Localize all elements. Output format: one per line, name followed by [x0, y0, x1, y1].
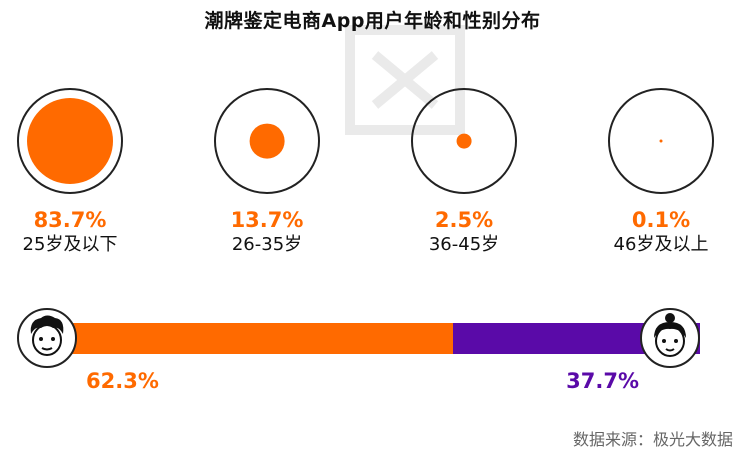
age-bubble	[27, 98, 113, 184]
age-ring	[214, 88, 320, 194]
male-face-icon	[17, 308, 77, 368]
age-group-3: 2.5% 36-45岁	[409, 88, 519, 256]
age-ring	[411, 88, 517, 194]
female-face-icon	[640, 308, 700, 368]
age-ring	[608, 88, 714, 194]
age-group-1: 83.7% 25岁及以下	[15, 88, 125, 256]
age-ring	[17, 88, 123, 194]
age-group-2: 13.7% 26-35岁	[212, 88, 322, 256]
source-note: 数据来源：极光大数据	[572, 430, 733, 449]
age-category-label: 25岁及以下	[22, 234, 118, 255]
age-percent-label: 83.7%	[33, 208, 107, 232]
age-bubble	[456, 133, 472, 149]
age-bubble	[659, 139, 663, 143]
male-percent-label: 62.3%	[86, 369, 159, 393]
age-category-label: 36-45岁	[428, 234, 500, 255]
age-group-4: 0.1% 46岁及以上	[606, 88, 716, 256]
age-category-label: 46岁及以上	[613, 234, 709, 255]
age-percent-label: 2.5%	[434, 208, 494, 232]
male-share-bar	[45, 323, 454, 354]
age-percent-label: 13.7%	[230, 208, 304, 232]
age-bubble	[249, 123, 285, 159]
age-category-label: 26-35岁	[231, 234, 303, 255]
female-percent-label: 37.7%	[566, 369, 639, 393]
age-percent-label: 0.1%	[631, 208, 691, 232]
chart-title: 潮牌鉴定电商App用户年龄和性别分布	[204, 10, 541, 32]
